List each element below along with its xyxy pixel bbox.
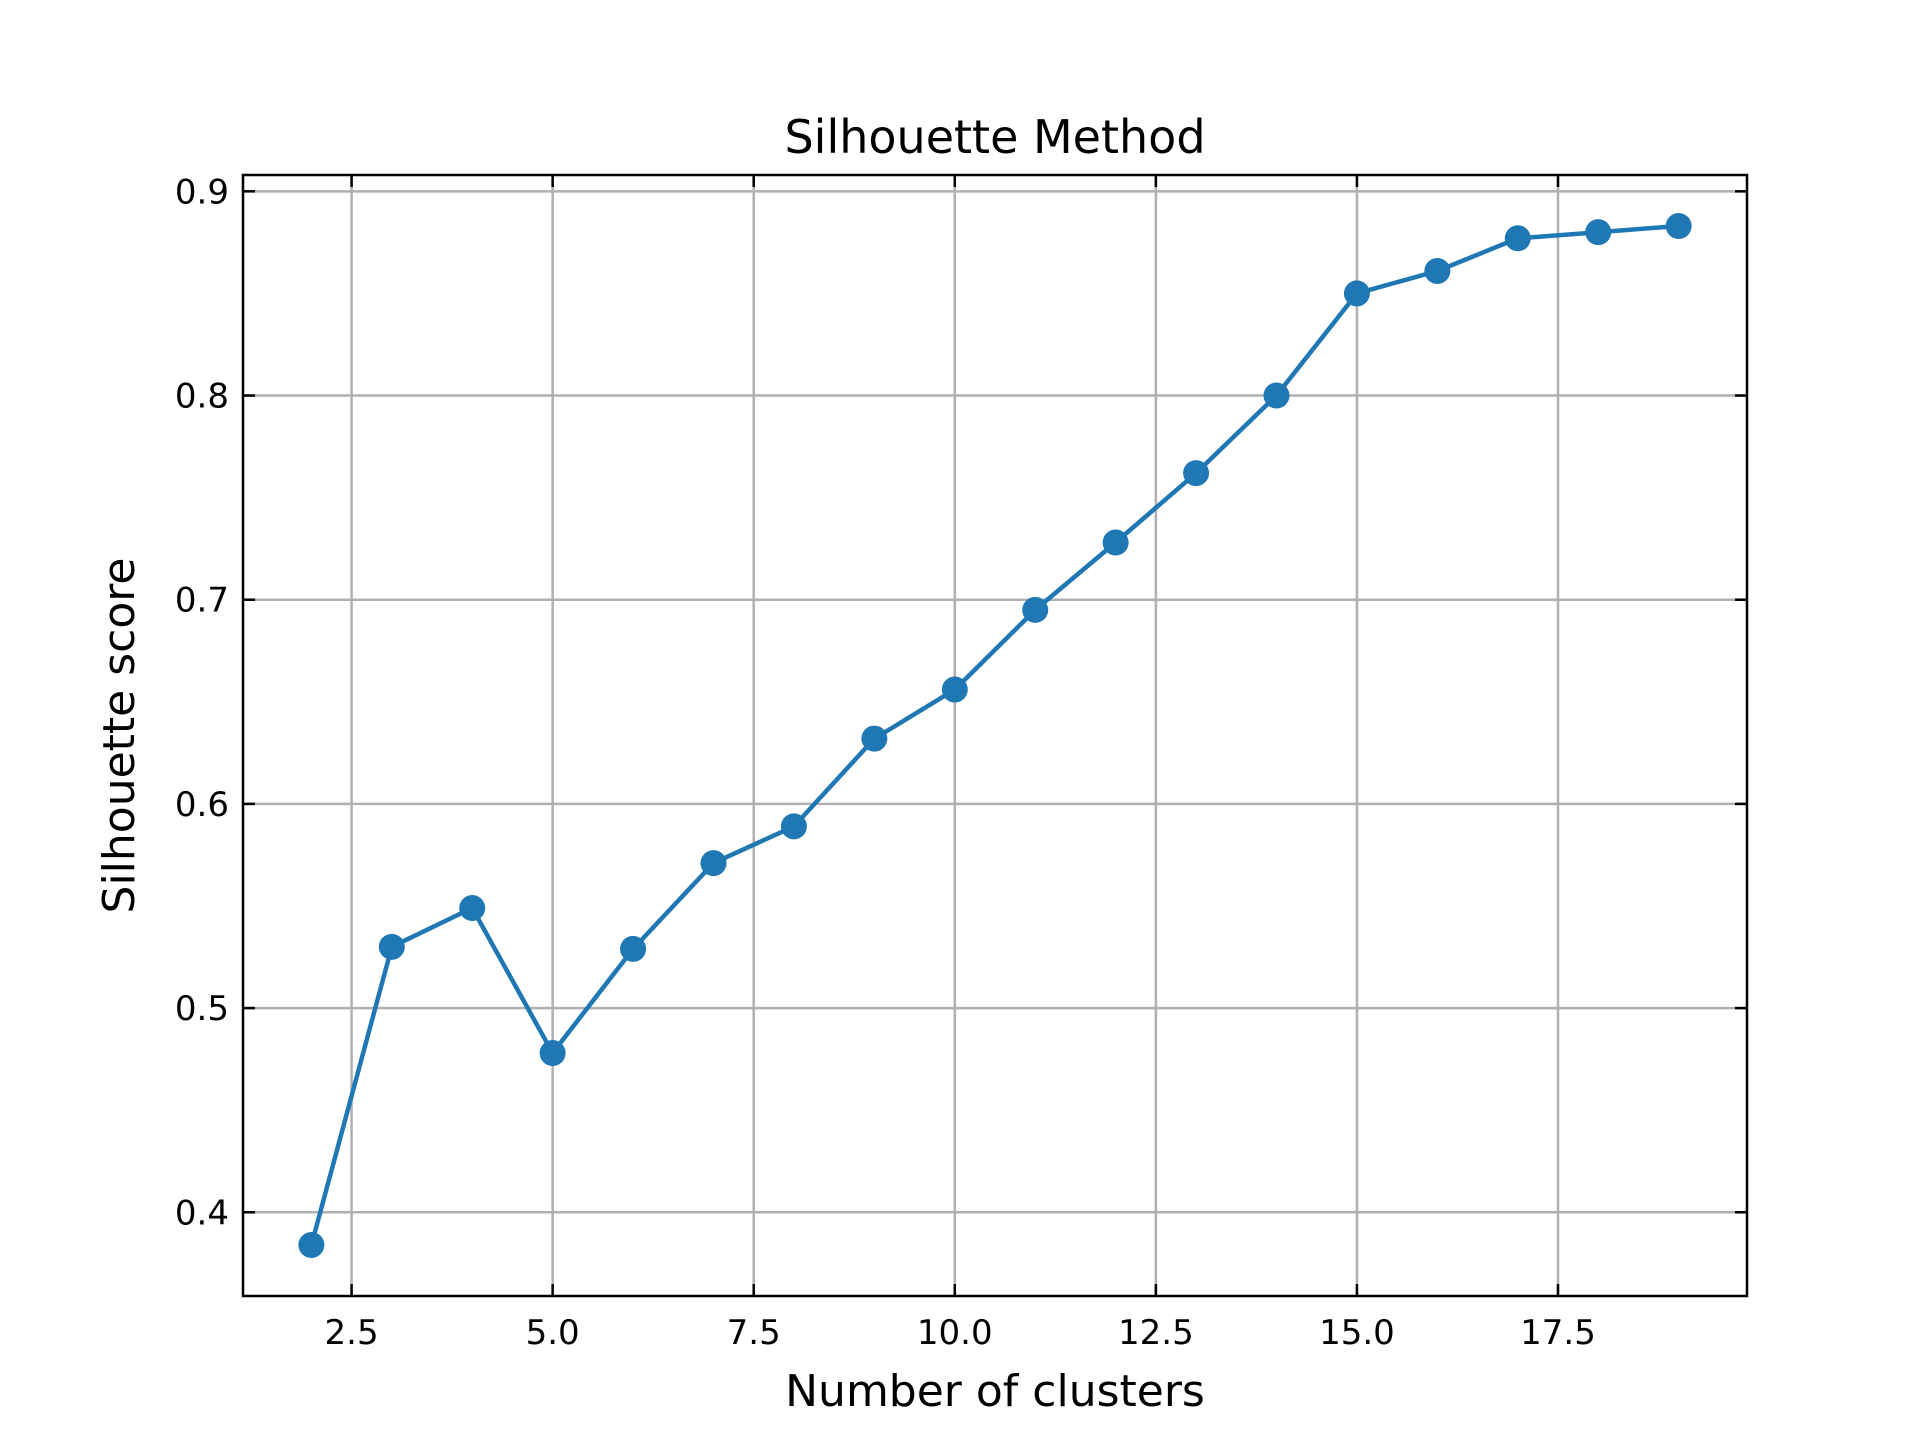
data-point bbox=[459, 895, 486, 922]
chart-title: Silhouette Method bbox=[784, 110, 1205, 164]
y-tick-label: 0.8 bbox=[175, 377, 229, 417]
y-tick-label: 0.7 bbox=[175, 581, 229, 621]
grid bbox=[243, 175, 1747, 1296]
data-point bbox=[1263, 382, 1290, 409]
data-point bbox=[1022, 596, 1049, 623]
data-point bbox=[298, 1231, 325, 1258]
data-point bbox=[1183, 460, 1210, 487]
series-line bbox=[309, 223, 1679, 1246]
data-point bbox=[1424, 257, 1451, 284]
data-point bbox=[1585, 219, 1612, 246]
data-point bbox=[378, 933, 405, 960]
x-tick-label: 12.5 bbox=[1118, 1313, 1194, 1353]
y-axis-label: Silhouette score bbox=[94, 558, 145, 914]
data-point bbox=[1343, 280, 1370, 307]
data-point bbox=[861, 725, 888, 752]
x-tick-label: 2.5 bbox=[325, 1313, 379, 1353]
data-point bbox=[1665, 213, 1692, 240]
y-tick-label: 0.6 bbox=[175, 785, 229, 825]
y-tick-label: 0.5 bbox=[175, 989, 229, 1029]
data-point bbox=[620, 935, 647, 962]
x-axis-label: Number of clusters bbox=[785, 1366, 1205, 1417]
y-tick-label: 0.4 bbox=[175, 1193, 229, 1233]
x-tick-label: 10.0 bbox=[917, 1313, 993, 1353]
data-point bbox=[700, 850, 727, 877]
ticks: 2.5 5.0 7.5 10.0 12.5 15.0 17.5 0.4 0.5 0.6 0.7 0.8… bbox=[175, 172, 1747, 1353]
x-tick-label: 15.0 bbox=[1319, 1313, 1395, 1353]
data-point bbox=[780, 813, 807, 840]
data-point bbox=[1504, 225, 1531, 252]
data-point bbox=[1102, 529, 1129, 556]
x-tick-label: 7.5 bbox=[727, 1313, 781, 1353]
x-tick-label: 5.0 bbox=[526, 1313, 580, 1353]
data-point bbox=[539, 1040, 566, 1067]
series-layer bbox=[298, 213, 1692, 1258]
plot-frame bbox=[241, 173, 1749, 1298]
x-tick-label: 17.5 bbox=[1520, 1313, 1596, 1353]
data-point bbox=[941, 676, 968, 703]
y-tick-label: 0.9 bbox=[175, 172, 229, 212]
